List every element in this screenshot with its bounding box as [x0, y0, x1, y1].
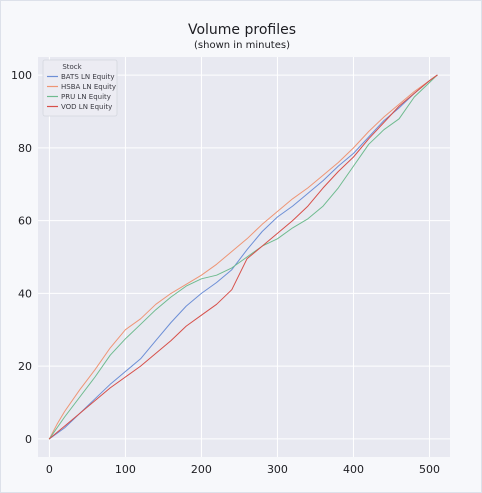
y-tick-label: 80	[18, 142, 32, 155]
x-tick-label: 0	[46, 463, 53, 476]
series-line	[48, 74, 438, 440]
grid-layer	[38, 57, 450, 457]
series-line	[48, 74, 438, 440]
y-tick-label: 0	[25, 433, 32, 446]
legend-title: Stock	[62, 63, 82, 71]
chart-subtitle: (shown in minutes)	[194, 40, 290, 51]
x-tick-label: 100	[115, 463, 136, 476]
series-line	[48, 74, 438, 440]
axis-layer: 0 100 200 300 400 500 0 20 40 60 80 100	[11, 69, 440, 476]
x-tick-label: 400	[343, 463, 364, 476]
legend-box	[42, 59, 118, 117]
y-tick-label: 20	[18, 360, 32, 373]
x-tick-label: 200	[191, 463, 212, 476]
chart-title: Volume profiles	[188, 22, 296, 38]
legend-label: HSBA LN Equity	[61, 83, 116, 91]
y-tick-label: 40	[18, 287, 32, 300]
y-tick-label: 60	[18, 215, 32, 228]
y-tick-label: 100	[11, 69, 32, 82]
x-tick-label: 500	[419, 463, 440, 476]
legend: Stock BATS LN Equity HSBA LN Equity PRU LN …	[42, 59, 118, 117]
series-line	[48, 74, 438, 440]
series-layer	[48, 74, 438, 440]
legend-label: PRU LN Equity	[61, 93, 111, 101]
legend-label: VOD LN Equity	[61, 103, 112, 111]
x-tick-label: 300	[267, 463, 288, 476]
legend-label: BATS LN Equity	[61, 73, 115, 81]
